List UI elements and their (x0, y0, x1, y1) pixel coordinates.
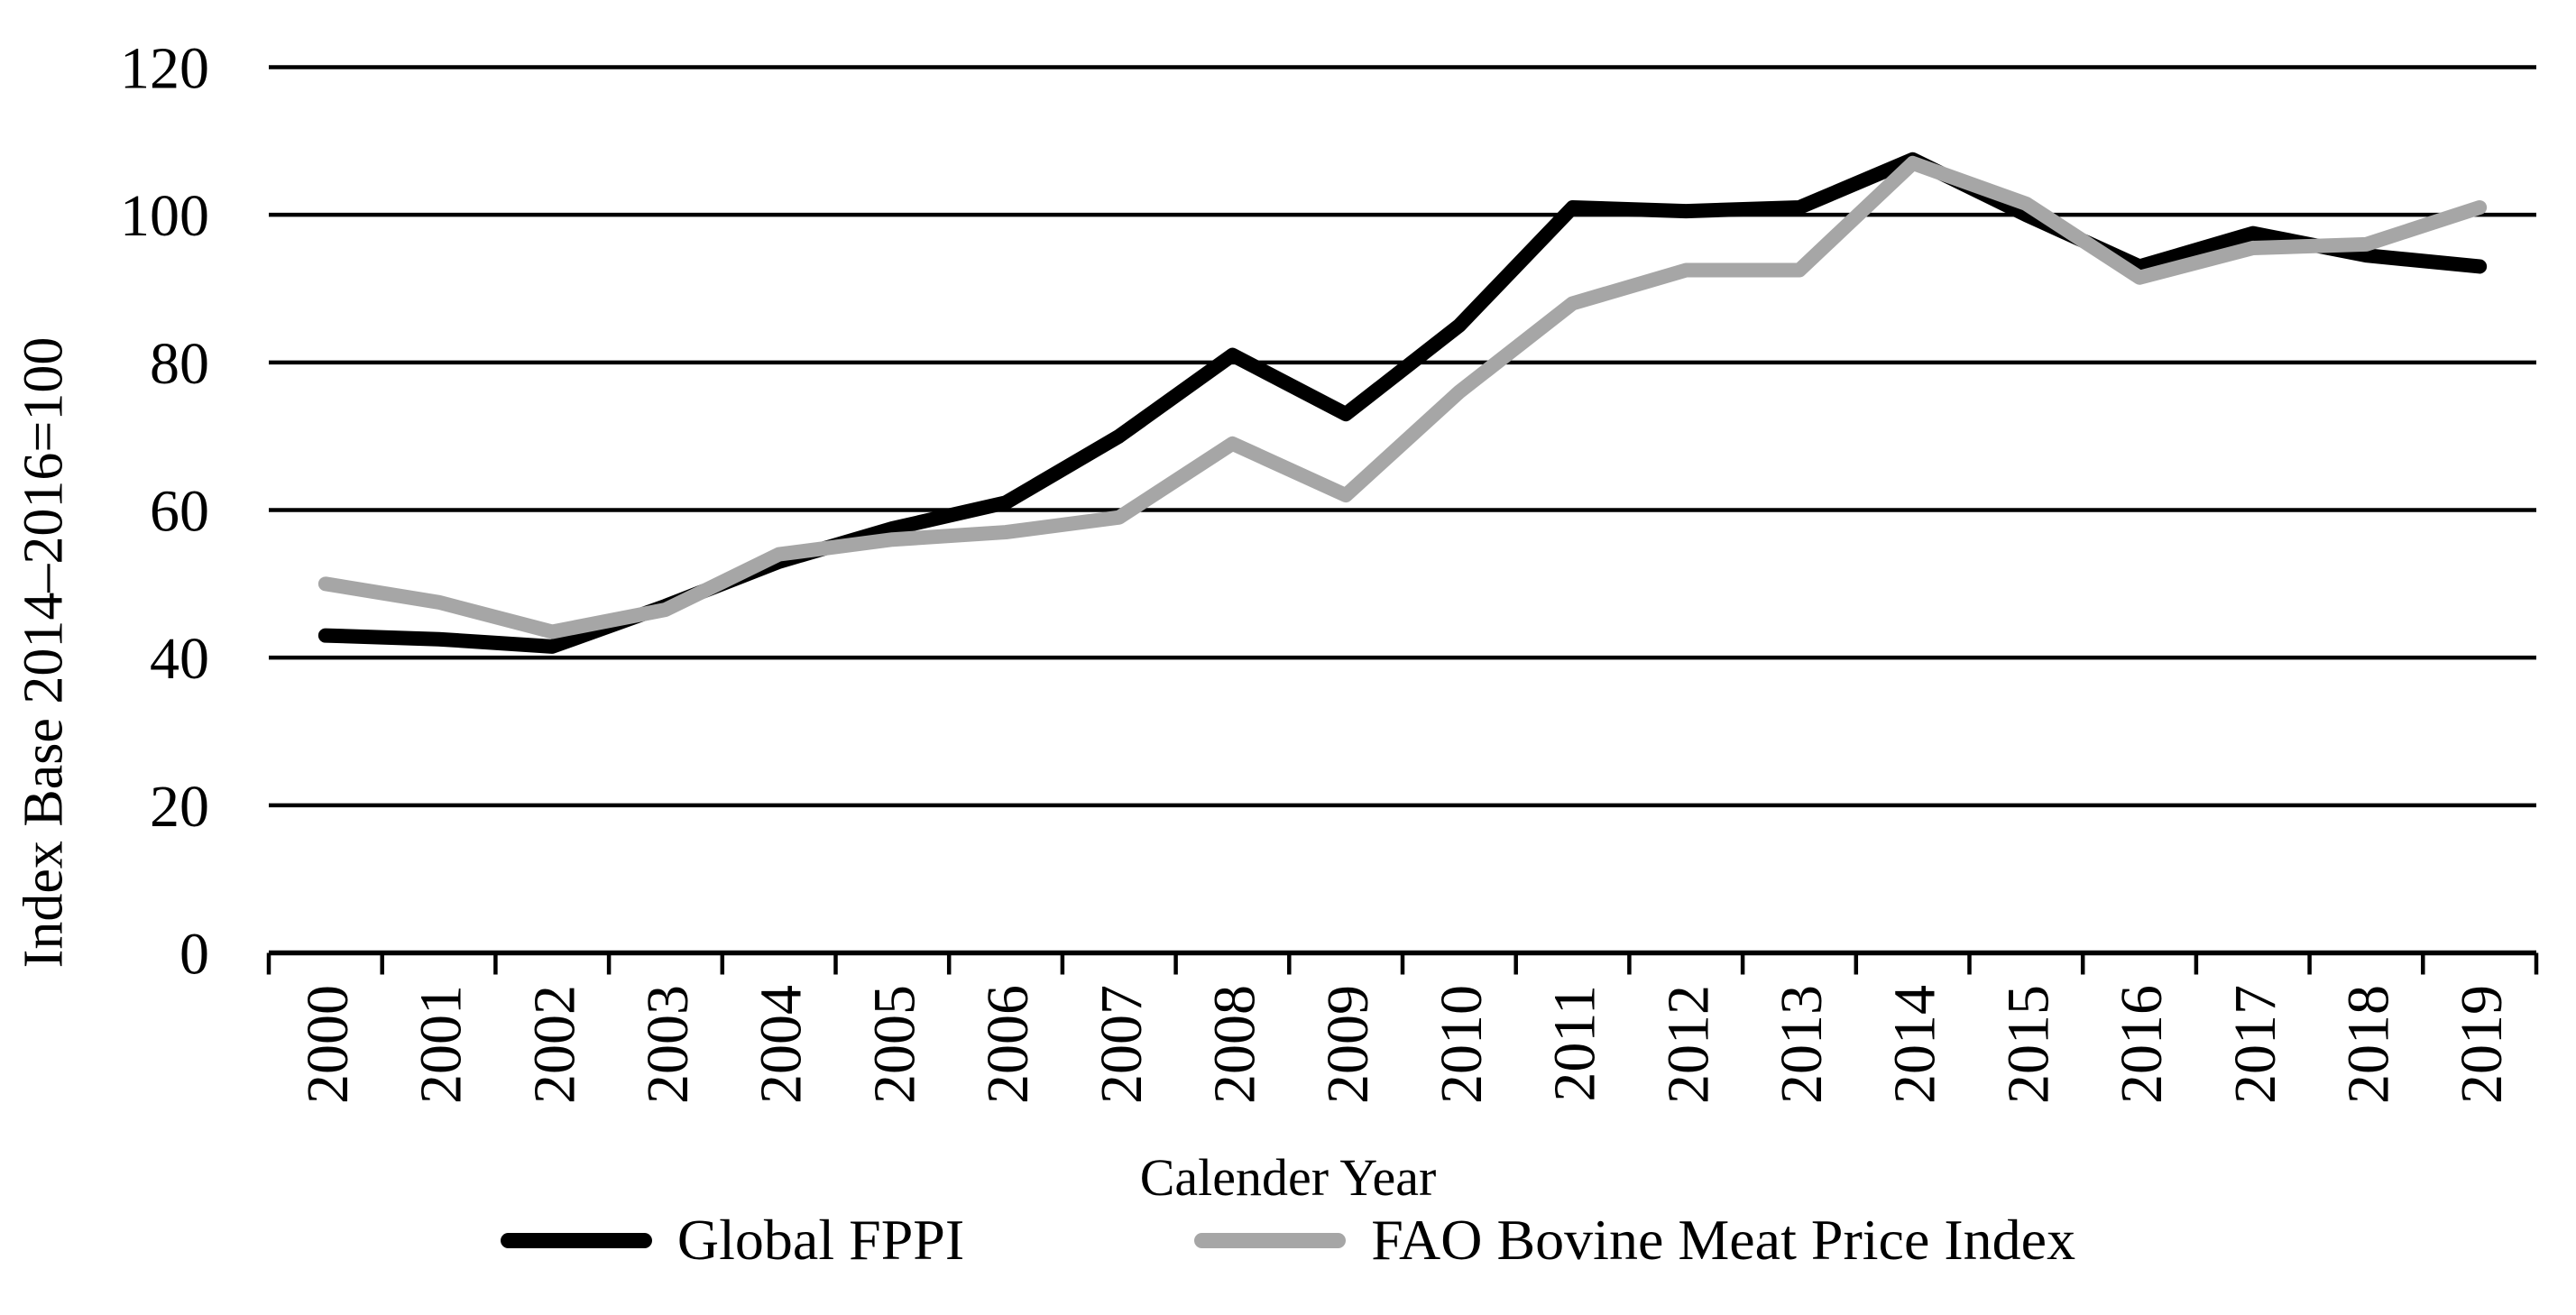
y-tick-label: 80 (150, 331, 209, 397)
legend-label-global-fppi: Global FPPI (676, 1208, 965, 1272)
x-tick-label: 2018 (2335, 985, 2401, 1104)
y-tick-label: 100 (120, 183, 209, 249)
x-tick-label: 2015 (1995, 985, 2061, 1104)
x-tick-label: 2006 (975, 985, 1041, 1104)
x-tick-label: 2012 (1655, 985, 1721, 1104)
x-axis-title: Calender Year (1139, 1148, 1437, 1207)
y-tick-label: 20 (150, 774, 209, 840)
fao-bovine-line-swatch (1194, 1232, 1347, 1248)
x-tick-label: 2001 (409, 985, 474, 1104)
series-line-fao-bovine (317, 155, 2488, 639)
legend: Global FPPI FAO Bovine Meat Price Index (0, 1207, 2576, 1274)
legend-item-global-fppi: Global FPPI (500, 1207, 965, 1274)
x-tick-labels: 2000 2001 2002 2003 2004 2005 2006 2007 2008 2009… (295, 985, 2515, 1104)
x-tick-label: 2002 (521, 985, 587, 1104)
y-axis-title: Index Base 2014–2016=100 (13, 336, 75, 969)
x-tick-label: 2004 (749, 985, 814, 1104)
legend-item-fao-bovine: FAO Bovine Meat Price Index (1194, 1207, 2075, 1274)
x-tick-label: 2017 (2222, 985, 2288, 1104)
x-tick-label: 2008 (1201, 985, 1267, 1104)
legend-label-fao-bovine: FAO Bovine Meat Price Index (1371, 1208, 2076, 1272)
y-tick-label: 60 (150, 479, 209, 545)
y-tick-label: 120 (120, 36, 209, 102)
gridlines (269, 65, 2536, 956)
x-axis-ticks (266, 952, 2539, 975)
x-tick-label: 2013 (1769, 985, 1835, 1104)
series-line-global-fppi (317, 152, 2488, 654)
series-lines (317, 152, 2488, 654)
x-tick-label: 2005 (861, 985, 927, 1104)
x-tick-label: 2014 (1882, 985, 1948, 1104)
x-tick-label: 2019 (2449, 985, 2515, 1104)
x-tick-label: 2003 (635, 985, 701, 1104)
y-tick-labels: 0 20 40 60 80 100 120 (120, 36, 209, 988)
global-fppi-line-swatch (500, 1232, 652, 1248)
y-tick-label: 0 (179, 922, 209, 988)
x-tick-label: 2011 (1542, 985, 1608, 1102)
x-tick-label: 2016 (2109, 985, 2175, 1104)
x-tick-label: 2010 (1429, 985, 1495, 1104)
x-tick-label: 2000 (295, 985, 361, 1104)
x-tick-label: 2009 (1315, 985, 1381, 1104)
y-tick-label: 40 (150, 626, 209, 692)
x-tick-label: 2007 (1089, 985, 1155, 1104)
